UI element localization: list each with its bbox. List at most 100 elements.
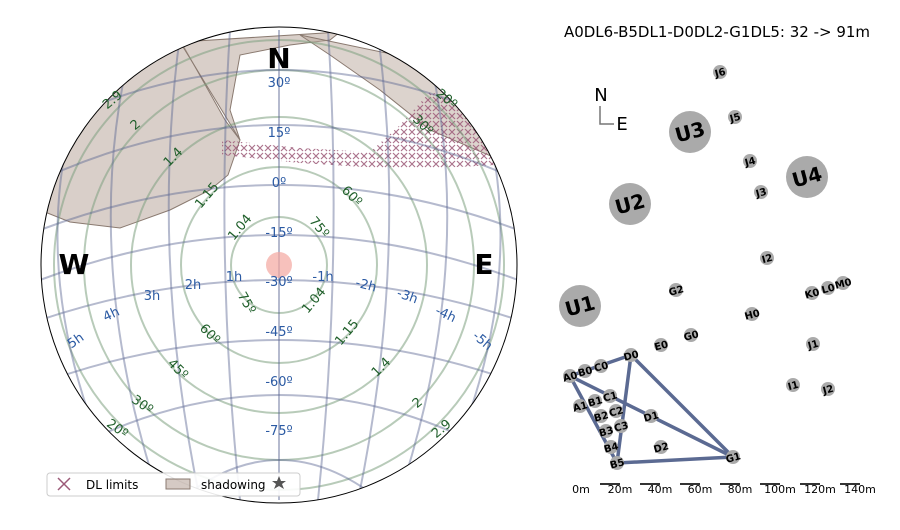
station-label: B4 — [603, 441, 620, 455]
star-icon — [272, 476, 286, 489]
airmass-label: 1.04 — [225, 212, 255, 244]
station-label: C2 — [608, 405, 625, 419]
alt-label: 20º — [103, 416, 130, 441]
station-marker — [610, 456, 624, 470]
station-label: C0 — [593, 360, 610, 374]
layout-compass-east: E — [616, 114, 627, 135]
scale-label: 120m — [804, 483, 836, 496]
ha-label: -2h — [354, 276, 378, 296]
dec-label: 0º — [272, 176, 286, 191]
station-marker — [624, 348, 638, 362]
ut-marker — [559, 285, 601, 327]
dec-label: -30º — [265, 275, 292, 290]
sky-map: N W E 30º 15º 0º -15º -30º -45º -60º -75… — [40, 26, 518, 504]
station-label: J4 — [743, 156, 757, 170]
station-marker — [669, 283, 683, 297]
dec-label: 15º — [268, 126, 291, 141]
station-marker — [654, 440, 668, 454]
station-label: J1 — [806, 339, 820, 353]
station-label: E0 — [653, 339, 669, 353]
station-marker — [805, 286, 819, 300]
scale-label: 100m — [764, 483, 796, 496]
ha-label: -1h — [312, 270, 333, 285]
ut-marker — [609, 183, 651, 225]
scale-label: 0m — [572, 483, 590, 496]
station-marker — [806, 337, 820, 351]
station-label: C1 — [602, 390, 619, 404]
station-marker — [599, 424, 613, 438]
ha-label: 2h — [185, 278, 202, 293]
station-label: J6 — [713, 67, 727, 81]
scale-label: 60m — [688, 483, 713, 496]
station-marker — [745, 307, 759, 321]
station-label: K0 — [804, 287, 821, 301]
compass-north: N — [267, 42, 290, 75]
dl-limits-swatch — [57, 477, 71, 491]
scale-bar: 0m 20m 40m 60m 80m 100m 120m 140m — [572, 483, 876, 496]
station-marker — [786, 378, 800, 392]
horizon-circle — [40, 26, 518, 504]
station-label: J2 — [821, 384, 835, 398]
station-label: D0 — [623, 349, 641, 364]
unit-telescopes: U1 U2 U3 U4 — [559, 111, 828, 327]
station-marker — [728, 110, 742, 124]
station-marker — [594, 409, 608, 423]
station-label: B0 — [577, 365, 594, 379]
scale-label: 40m — [648, 483, 673, 496]
station-label: D1 — [643, 410, 661, 425]
ha-label: -4h — [433, 304, 459, 327]
ha-label: 5h — [65, 330, 87, 352]
layout-compass: N E — [594, 85, 627, 135]
declination-lines — [41, 69, 517, 501]
configuration-title: A0DL6-B5DL1-D0DL2-G1DL5: 32 -> 91m — [564, 23, 870, 41]
ha-label: 3h — [144, 289, 161, 304]
station-marker — [821, 382, 835, 396]
shadowing-swatch — [165, 478, 191, 490]
station-marker — [743, 154, 757, 168]
legend-shadowing: shadowing — [201, 478, 266, 492]
station-marker — [604, 440, 618, 454]
compass-west: W — [59, 248, 90, 281]
station-marker — [754, 185, 768, 199]
ha-label: -3h — [395, 286, 420, 307]
dl-limits-band — [222, 92, 495, 168]
alt-label: 30º — [128, 392, 155, 417]
legend: DL limits shadowing — [46, 472, 301, 497]
dec-label: 30º — [268, 76, 291, 91]
legend-dl-limits: DL limits — [86, 478, 138, 492]
scale-label: 140m — [844, 483, 876, 496]
target-marker — [266, 252, 292, 278]
station-marker — [654, 338, 668, 352]
station-marker — [609, 404, 623, 418]
station-label: G0 — [683, 329, 701, 344]
station-label: I2 — [761, 253, 774, 266]
station-label: D2 — [653, 441, 671, 456]
station-label: L0 — [821, 282, 837, 296]
airmass-label: 2.9 — [429, 417, 454, 442]
baseline-d0-b5 — [615, 354, 633, 464]
station-label: G1 — [725, 451, 743, 466]
station-marker — [588, 394, 602, 408]
dec-label: -60º — [265, 375, 292, 390]
scale-label: 20m — [608, 483, 633, 496]
station-marker — [713, 65, 727, 79]
station-label: B3 — [598, 425, 615, 439]
ha-label: 1h — [226, 270, 243, 285]
station-marker — [684, 328, 698, 342]
array-layout: A0DL6-B5DL1-D0DL2-G1DL5: 32 -> 91m N E U… — [559, 23, 876, 496]
station-label: M0 — [834, 277, 853, 292]
station-label: I1 — [787, 380, 800, 393]
airmass-label: 1.4 — [369, 355, 394, 380]
station-marker — [578, 364, 592, 378]
station-marker — [644, 409, 658, 423]
station-marker — [821, 281, 835, 295]
baseline-b5-g1 — [616, 455, 734, 465]
ut-marker — [669, 111, 711, 153]
station-label: J3 — [754, 187, 768, 201]
station-label: B2 — [593, 410, 610, 424]
station-marker — [573, 399, 587, 413]
station-label: A1 — [572, 400, 589, 414]
dec-label: -45º — [265, 325, 292, 340]
airmass-label: 1.04 — [299, 285, 329, 317]
